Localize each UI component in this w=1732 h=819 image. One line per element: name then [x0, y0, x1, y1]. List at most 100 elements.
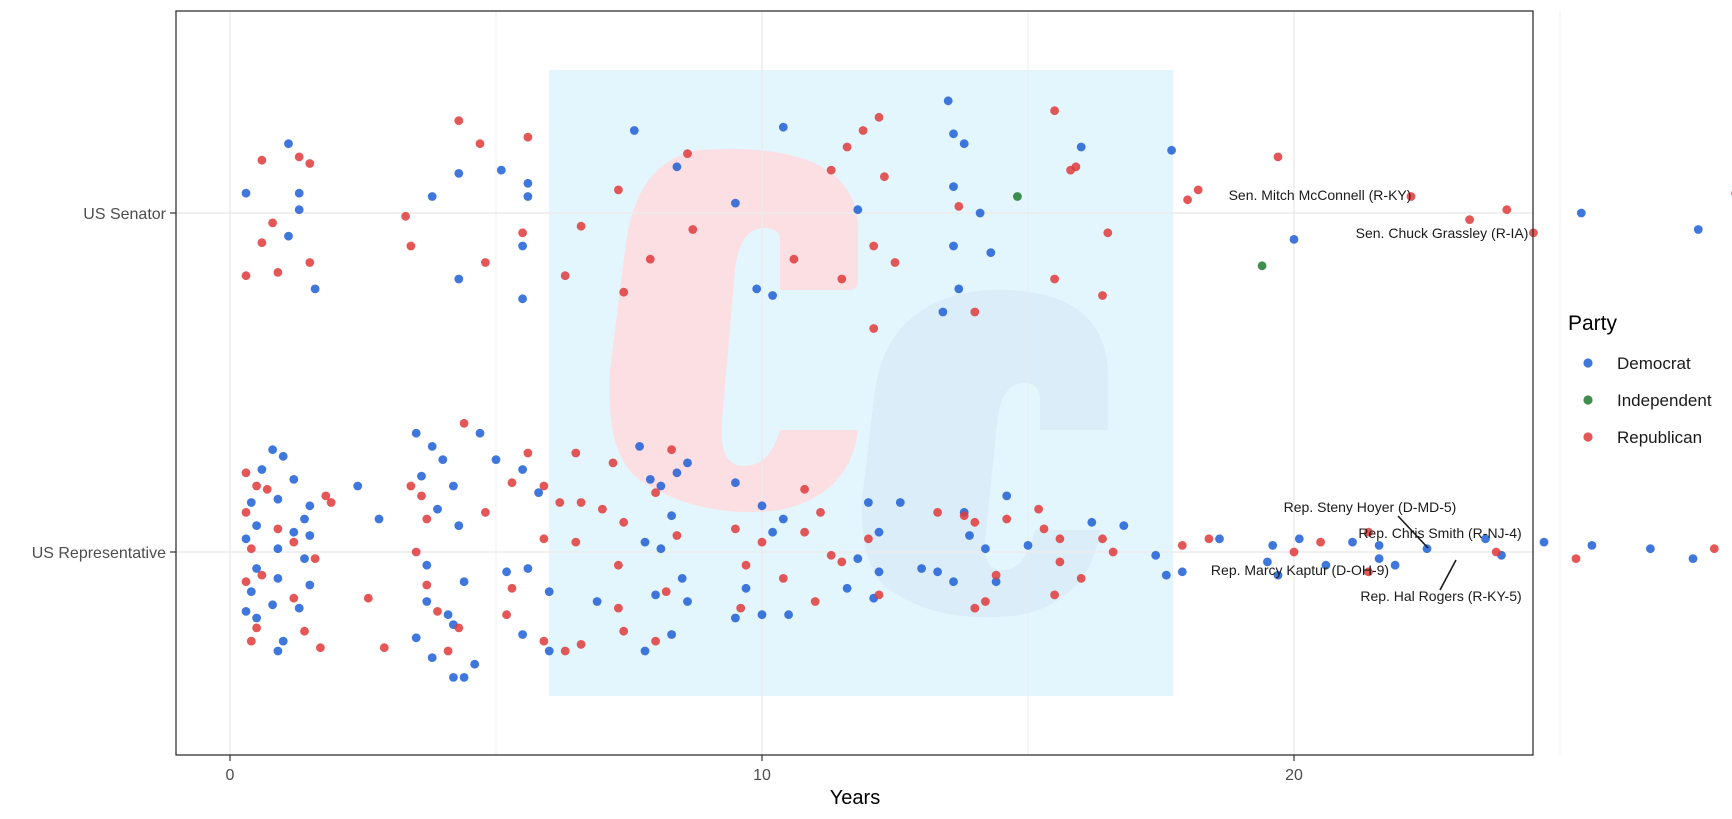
point-republican: [959, 511, 969, 521]
legend-key-republican: [1583, 432, 1593, 442]
point-republican: [1406, 192, 1416, 201]
annotation-label: Rep. Chris Smith (R-NJ-4): [1358, 525, 1521, 541]
point-republican: [736, 603, 746, 613]
point-democrat: [651, 590, 660, 600]
point-republican: [1050, 106, 1059, 116]
legend-label-republican: Republican: [1617, 428, 1702, 447]
point-democrat: [1693, 225, 1703, 234]
point-democrat: [731, 613, 740, 623]
point-republican: [688, 225, 698, 234]
point-democrat: [1119, 521, 1129, 530]
point-democrat: [1587, 541, 1597, 550]
point-republican: [257, 238, 267, 248]
point-democrat: [853, 554, 863, 563]
point-democrat: [895, 498, 905, 507]
point-republican: [576, 498, 586, 507]
point-democrat: [1167, 145, 1176, 155]
point-democrat: [667, 630, 676, 639]
point-democrat: [278, 451, 288, 461]
point-republican: [454, 623, 464, 633]
annotation-leader-line: [1397, 515, 1429, 549]
point-democrat: [518, 294, 527, 304]
point-democrat: [417, 471, 426, 481]
point-democrat: [1289, 235, 1299, 244]
point-democrat: [1576, 208, 1586, 218]
point-democrat: [1273, 570, 1283, 580]
point-republican: [411, 547, 421, 557]
point-democrat: [975, 208, 985, 218]
point-democrat: [310, 284, 320, 294]
point-democrat: [938, 307, 948, 317]
point-democrat: [778, 514, 788, 524]
point-republican: [1289, 547, 1299, 557]
point-independent: [1013, 192, 1022, 201]
point-republican: [289, 537, 299, 547]
point-democrat: [246, 498, 256, 507]
point-democrat: [523, 192, 533, 201]
point-republican: [1502, 205, 1512, 215]
point-democrat: [252, 613, 261, 623]
point-democrat: [1422, 544, 1432, 554]
point-republican: [539, 481, 549, 491]
annotation-leader-line: [1439, 559, 1457, 591]
point-republican: [273, 268, 283, 277]
y-tick-label: US Senator: [83, 206, 166, 223]
point-democrat: [475, 428, 485, 438]
point-republican: [539, 534, 549, 544]
point-republican: [268, 218, 277, 228]
point-democrat: [757, 501, 767, 511]
point-democrat: [1646, 544, 1655, 554]
point-republican: [1491, 547, 1501, 557]
point-republican: [1076, 574, 1086, 583]
point-democrat: [853, 205, 863, 215]
point-republican: [321, 491, 331, 501]
point-republican: [1571, 554, 1581, 563]
point-republican: [252, 623, 261, 633]
point-democrat: [422, 560, 432, 570]
point-democrat: [1023, 541, 1033, 550]
point-republican: [1055, 534, 1065, 544]
point-republican: [518, 228, 527, 238]
point-republican: [481, 258, 490, 267]
point-democrat: [257, 465, 267, 474]
point-republican: [1316, 537, 1325, 547]
point-republican: [880, 172, 889, 182]
point-democrat: [874, 527, 884, 537]
point-democrat: [683, 458, 692, 468]
point-democrat: [289, 475, 299, 484]
point-democrat: [305, 501, 315, 511]
point-republican: [661, 587, 671, 596]
point-republican: [294, 152, 304, 162]
point-democrat: [491, 455, 501, 464]
point-democrat: [949, 241, 958, 251]
point-republican: [241, 508, 251, 517]
point-democrat: [374, 514, 384, 524]
point-democrat: [1374, 541, 1384, 550]
point-republican: [560, 646, 570, 656]
point-democrat: [1390, 560, 1400, 570]
point-republican: [1071, 162, 1081, 172]
point-republican: [826, 550, 836, 560]
point-republican: [523, 448, 533, 458]
point-democrat: [1294, 534, 1304, 544]
x-tick-label: 0: [226, 767, 235, 784]
point-democrat: [246, 587, 256, 596]
legend-label-democrat: Democrat: [1617, 354, 1691, 373]
point-democrat: [284, 139, 293, 149]
point-republican: [731, 524, 740, 534]
point-republican: [614, 560, 623, 570]
point-democrat: [959, 139, 969, 149]
point-republican: [576, 221, 586, 231]
point-democrat: [778, 122, 788, 132]
point-democrat: [981, 544, 990, 554]
point-republican: [869, 241, 879, 251]
point-republican: [1050, 274, 1059, 284]
point-republican: [422, 580, 432, 590]
point-democrat: [454, 169, 464, 178]
point-republican: [970, 603, 980, 613]
point-democrat: [943, 96, 953, 106]
point-republican: [651, 636, 660, 646]
point-republican: [970, 517, 980, 527]
